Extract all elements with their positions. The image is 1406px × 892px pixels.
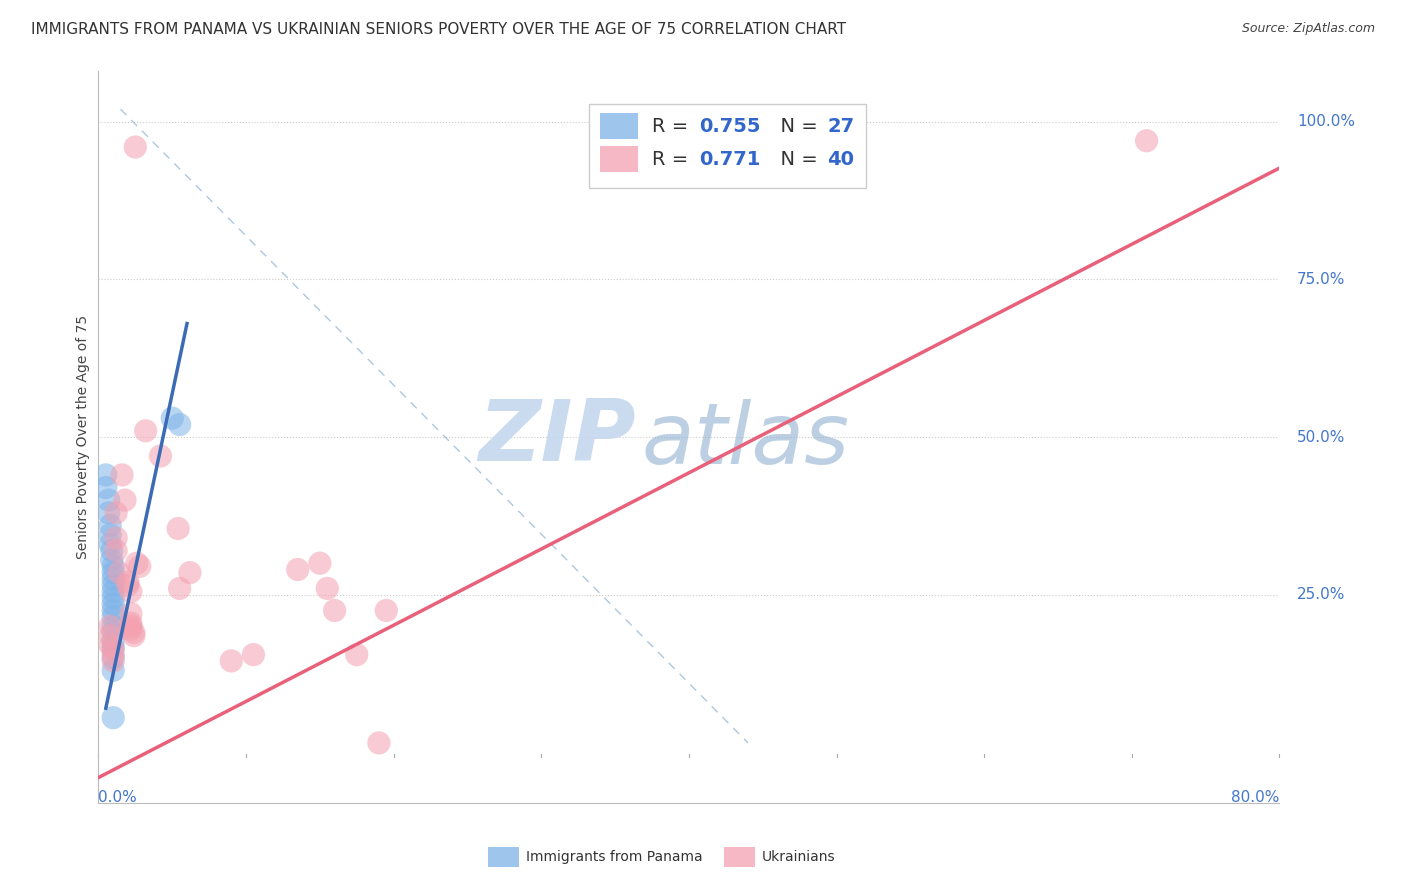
Point: [103, 584, 125, 599]
Point: [221, 654, 243, 668]
Point: [98, 518, 121, 533]
Point: [103, 635, 125, 649]
Point: [117, 575, 139, 590]
Point: [120, 623, 142, 637]
Point: [323, 603, 346, 617]
Point: [103, 603, 125, 617]
Point: [169, 582, 191, 596]
Point: [98, 537, 121, 551]
Text: 0.771: 0.771: [700, 150, 761, 169]
Point: [125, 556, 148, 570]
Point: [103, 609, 125, 624]
Text: 40: 40: [827, 150, 853, 169]
Point: [169, 417, 191, 432]
Text: R =: R =: [652, 150, 695, 169]
Point: [103, 641, 125, 656]
Point: [103, 641, 125, 656]
FancyBboxPatch shape: [600, 113, 638, 139]
FancyBboxPatch shape: [724, 847, 755, 867]
Text: Source: ZipAtlas.com: Source: ZipAtlas.com: [1241, 22, 1375, 36]
Point: [103, 578, 125, 592]
Point: [103, 591, 125, 605]
FancyBboxPatch shape: [488, 847, 519, 867]
Point: [105, 531, 128, 545]
Point: [97, 506, 120, 520]
Point: [103, 572, 125, 586]
Text: 0.0%: 0.0%: [98, 790, 138, 805]
Point: [111, 467, 134, 482]
Text: 75.0%: 75.0%: [1298, 272, 1346, 287]
Text: 50.0%: 50.0%: [1298, 430, 1346, 444]
Point: [179, 566, 201, 580]
Point: [98, 629, 121, 643]
Text: 0.755: 0.755: [700, 117, 761, 136]
Point: [105, 543, 128, 558]
Y-axis label: Seniors Poverty Over the Age of 75: Seniors Poverty Over the Age of 75: [76, 315, 90, 559]
Point: [103, 566, 125, 580]
Point: [316, 582, 339, 596]
Point: [242, 648, 264, 662]
FancyBboxPatch shape: [600, 146, 638, 172]
FancyBboxPatch shape: [589, 104, 866, 188]
Point: [103, 650, 125, 665]
Point: [309, 556, 332, 570]
Point: [94, 467, 117, 482]
Point: [346, 648, 368, 662]
Text: N =: N =: [768, 150, 824, 169]
Text: Ukrainians: Ukrainians: [762, 850, 835, 864]
Point: [98, 528, 121, 542]
Point: [94, 481, 117, 495]
Point: [135, 424, 157, 438]
Text: N =: N =: [768, 117, 824, 136]
Point: [149, 449, 172, 463]
Point: [375, 603, 398, 617]
Point: [97, 493, 120, 508]
Point: [120, 607, 142, 621]
Point: [167, 521, 190, 535]
Point: [128, 559, 150, 574]
Point: [103, 664, 125, 678]
Point: [100, 543, 122, 558]
Point: [103, 654, 125, 668]
Point: [120, 584, 142, 599]
Point: [120, 619, 142, 633]
Point: [124, 140, 146, 154]
Point: [114, 493, 136, 508]
Text: 100.0%: 100.0%: [1298, 114, 1355, 129]
Point: [103, 711, 125, 725]
Point: [108, 566, 131, 580]
Text: 27: 27: [827, 117, 855, 136]
Point: [1136, 134, 1159, 148]
Point: [287, 562, 309, 576]
Point: [162, 411, 183, 425]
Point: [103, 559, 125, 574]
Point: [120, 616, 142, 631]
Point: [98, 619, 121, 633]
Text: IMMIGRANTS FROM PANAMA VS UKRAINIAN SENIORS POVERTY OVER THE AGE OF 75 CORRELATI: IMMIGRANTS FROM PANAMA VS UKRAINIAN SENI…: [31, 22, 846, 37]
Point: [117, 578, 139, 592]
Text: R =: R =: [652, 117, 695, 136]
Text: atlas: atlas: [641, 400, 849, 483]
Point: [1327, 134, 1350, 148]
Text: 80.0%: 80.0%: [1232, 790, 1279, 805]
Point: [100, 553, 122, 567]
Point: [103, 648, 125, 662]
Text: ZIP: ZIP: [478, 395, 636, 479]
Point: [122, 629, 145, 643]
Point: [103, 597, 125, 611]
Point: [368, 736, 391, 750]
Point: [103, 625, 125, 640]
Point: [98, 638, 121, 652]
Point: [105, 506, 128, 520]
Text: Immigrants from Panama: Immigrants from Panama: [526, 850, 703, 864]
Point: [103, 619, 125, 633]
Point: [122, 625, 145, 640]
Text: 25.0%: 25.0%: [1298, 587, 1346, 602]
